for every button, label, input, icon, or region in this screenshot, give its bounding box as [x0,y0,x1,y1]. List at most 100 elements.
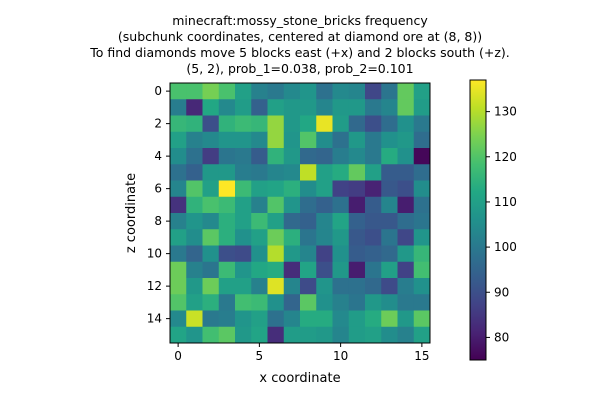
heatmap-cell [218,180,236,198]
heatmap-cell [413,245,431,263]
heatmap-cell [381,115,398,133]
y-tick-label: 14 [147,312,162,326]
heatmap-cell [283,278,301,295]
heatmap-cell [300,115,317,133]
heatmap-cell [316,326,333,344]
heatmap-cell [186,115,203,133]
x-tick-label: 5 [256,349,264,363]
heatmap-cell [332,115,350,133]
heatmap-cell [170,196,187,214]
colorbar-tick-label: 130 [494,105,517,119]
y-tick-label: 0 [154,84,162,98]
heatmap-cell [251,131,268,149]
heatmap-cell [235,294,252,311]
y-axis: 0 2 4 6 8 10 12 14 [147,84,170,326]
heatmap-cell [283,213,301,230]
x-axis-label: x coordinate [259,371,340,386]
heatmap-cell [267,196,285,214]
heatmap-cell [397,261,415,279]
heatmap-cell [300,294,317,311]
heatmap-cell [348,229,366,246]
heatmap-cell [316,310,333,328]
heatmap-cell [413,326,431,344]
heatmap-cell [348,180,366,198]
heatmap-cell [365,310,382,328]
heatmap-cell [218,83,236,100]
heatmap-cell [316,115,333,133]
heatmap-cell [202,180,220,198]
heatmap-cell [283,180,301,198]
heatmap-cell [381,148,398,165]
heatmap-cell [397,131,415,149]
heatmap-cell [332,229,350,246]
heatmap-cell [283,310,301,328]
heatmap-cell [267,83,285,100]
heatmap-cell [170,164,187,181]
heatmap-cell [283,196,301,214]
y-tick-label: 12 [147,279,162,293]
heatmap-cell [267,115,285,133]
heatmap-cell [202,261,220,279]
heatmap-cell [348,115,366,133]
heatmap-cell [202,278,220,295]
heatmap-cell [316,261,333,279]
heatmap-cell [251,115,268,133]
heatmap-cell [170,326,187,344]
heatmap-cell [381,278,398,295]
colorbar-ticks: 80 90 100 110 120 130 [486,105,517,344]
heatmap-cell [332,131,350,149]
heatmap-cell [300,213,317,230]
heatmap-cell [202,131,220,149]
heatmap-cell [300,326,317,344]
heatmap-cell [218,213,236,230]
heatmap-cell [413,213,431,230]
heatmap-cell [170,294,187,311]
heatmap-cell [235,131,252,149]
heatmap-cell [397,196,415,214]
heatmap-cell [235,261,252,279]
chart-title: minecraft:mossy_stone_bricks frequency (… [89,13,510,76]
heatmap-cell [300,148,317,165]
heatmap-cell [186,164,203,181]
heatmap-cell [218,229,236,246]
heatmap-cell [413,83,431,100]
heatmap-cell [235,180,252,198]
heatmap-cell [381,213,398,230]
heatmap-cell [413,278,431,295]
heatmap-cell [332,261,350,279]
heatmap-cell [381,164,398,181]
heatmap-cell [251,148,268,165]
heatmap-cell [218,326,236,344]
heatmap-cell [186,180,203,198]
heatmap-cell [251,278,268,295]
heatmap-cell [186,213,203,230]
heatmap-cell [397,164,415,181]
heatmap-cell [235,229,252,246]
heatmap-cell [300,229,317,246]
heatmap-cell [202,245,220,263]
heatmap-cell [316,164,333,181]
heatmap-cell [218,196,236,214]
heatmap-cell [202,229,220,246]
heatmap-cell [332,278,350,295]
heatmap-cell [202,83,220,100]
heatmap-cell [283,245,301,263]
heatmap-cell [316,131,333,149]
heatmap-cell [332,245,350,263]
heatmap-cell [397,83,415,100]
title-line-2: (subchunk coordinates, centered at diamo… [118,29,482,44]
y-tick-label: 4 [154,149,162,163]
heatmap-cell [170,213,187,230]
heatmap-cell [316,213,333,230]
heatmap-cell [397,180,415,198]
heatmap-cell [251,196,268,214]
heatmap-cell [413,261,431,279]
heatmap-cell [365,278,382,295]
heatmap-cell [283,115,301,133]
heatmap-cell [365,213,382,230]
heatmap-cell [251,294,268,311]
heatmap-cell [397,99,415,116]
heatmap-cell [235,115,252,133]
heatmap-cell [235,196,252,214]
